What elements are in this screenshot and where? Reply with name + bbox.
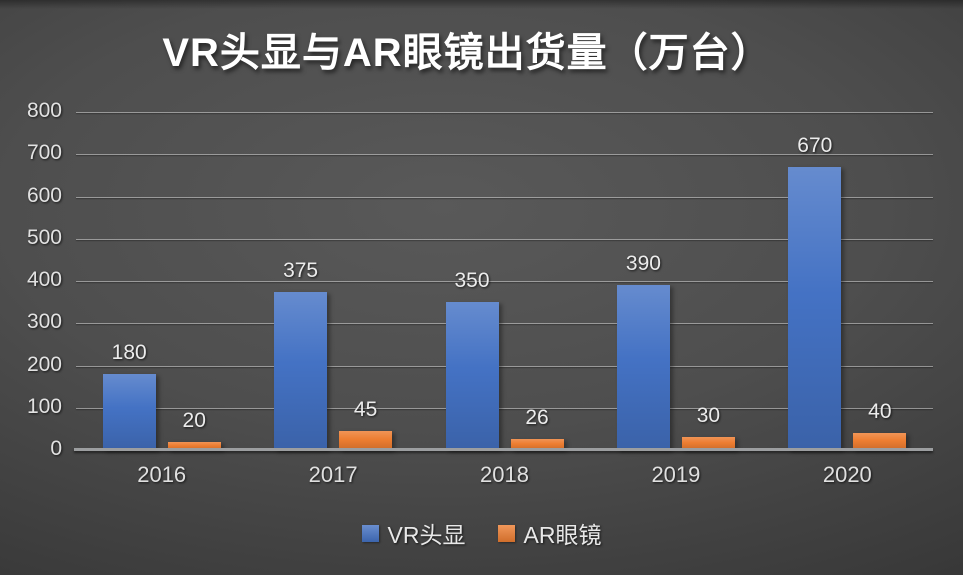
bar-group-2018: 350 26 (419, 112, 590, 450)
bar-column: 26 (510, 405, 564, 450)
bar-AR眼镜-2017 (339, 431, 393, 450)
gridline (76, 407, 933, 409)
legend-item-AR眼镜: AR眼镜 (497, 516, 602, 550)
bar-group-2019: 390 30 (590, 112, 761, 450)
gridline (76, 323, 933, 325)
bar-column: 390 (616, 251, 670, 450)
bar-group-2017: 375 45 (247, 112, 418, 450)
bar-column: 40 (853, 399, 907, 450)
bar-VR头显-2017 (274, 292, 328, 450)
chart-title: VR头显与AR眼镜出货量（万台） (162, 31, 772, 75)
plot-area: 180 20 375 45 350 26 390 30 670 40 (74, 112, 933, 451)
y-tick-label: 500 (26, 225, 62, 249)
bar-group-2016: 180 20 (76, 112, 247, 450)
gridline (76, 281, 933, 282)
y-tick-label: 300 (26, 310, 62, 334)
bar-VR头显-2019 (616, 285, 670, 450)
y-tick-label: 400 (26, 268, 62, 291)
data-label: 45 (353, 397, 378, 421)
bar-column: 375 (274, 258, 328, 450)
bar-VR头显-2016 (102, 374, 156, 450)
gridline (76, 112, 933, 113)
data-label: 30 (696, 403, 721, 427)
bar-AR眼镜-2019 (681, 437, 735, 450)
bar-AR眼镜-2018 (510, 439, 564, 450)
x-tick-label: 2016 (137, 462, 187, 487)
x-tick-label: 2018 (480, 462, 529, 487)
x-tick-label: 2020 (822, 462, 872, 487)
legend-swatch-icon (497, 524, 515, 542)
gridline (76, 238, 933, 240)
x-axis-line (74, 448, 933, 451)
bar-AR眼镜-2020 (853, 433, 907, 450)
legend-swatch-icon (361, 524, 379, 542)
legend-label: AR眼镜 (523, 522, 602, 548)
top-edge-shading (0, 0, 963, 9)
data-label: 375 (283, 258, 319, 282)
legend-label: VR头显 (387, 522, 466, 548)
data-label: 40 (868, 399, 892, 423)
y-tick-label: 0 (50, 437, 62, 460)
y-tick-label: 800 (26, 99, 62, 122)
bar-VR头显-2018 (445, 302, 499, 450)
legend-item-VR头显: VR头显 (361, 516, 466, 550)
data-label: 20 (182, 408, 206, 432)
data-label: 180 (111, 340, 147, 364)
bar-VR头显-2020 (788, 167, 842, 450)
x-tick-label: 2019 (651, 462, 701, 487)
y-axis: 0 100 200 300 400 500 600 700 800 (0, 99, 62, 460)
y-tick-label: 700 (26, 141, 62, 165)
x-axis: 2016 2017 2018 2019 2020 (76, 462, 933, 488)
data-label: 26 (525, 405, 549, 429)
bar-column: 180 (102, 340, 156, 450)
gridline (76, 365, 933, 367)
gridline (76, 196, 933, 198)
data-label: 350 (454, 268, 490, 292)
bar-column: 45 (339, 397, 393, 450)
bar-AR眼镜-2016 (167, 442, 221, 450)
x-tick-label: 2017 (308, 462, 358, 487)
bar-column: 670 (788, 133, 842, 450)
data-label: 670 (797, 133, 833, 157)
y-tick-label: 100 (26, 394, 62, 418)
bar-column: 30 (681, 403, 735, 450)
data-label: 390 (625, 251, 661, 275)
bar-column: 20 (167, 408, 221, 450)
gridline (76, 154, 933, 156)
legend: VR头显 AR眼镜 (0, 516, 963, 550)
bar-groups: 180 20 375 45 350 26 390 30 670 40 (76, 112, 933, 450)
bar-group-2020: 670 40 (762, 112, 933, 450)
y-tick-label: 600 (26, 183, 62, 207)
y-tick-label: 200 (26, 352, 62, 376)
bar-column: 350 (445, 268, 499, 450)
